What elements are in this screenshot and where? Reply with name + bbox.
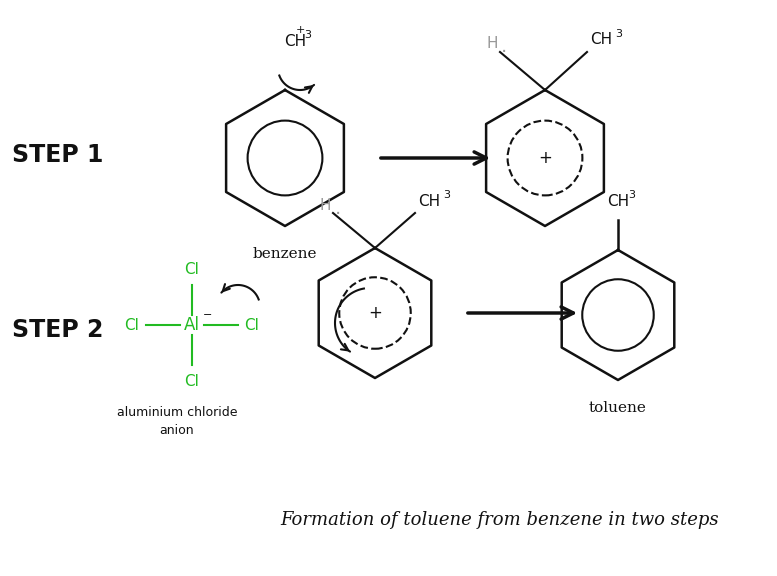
Text: CH: CH xyxy=(607,195,629,210)
Text: 3: 3 xyxy=(305,30,312,40)
Text: +: + xyxy=(295,25,305,35)
Text: +: + xyxy=(538,149,552,167)
Text: CH: CH xyxy=(418,194,440,209)
Text: Cl: Cl xyxy=(124,317,139,332)
Text: .: . xyxy=(501,37,507,56)
Text: aluminium chloride: aluminium chloride xyxy=(117,407,237,419)
Text: 3: 3 xyxy=(444,190,451,200)
Text: CH: CH xyxy=(284,35,306,50)
Text: Cl: Cl xyxy=(185,262,200,276)
Text: Cl: Cl xyxy=(245,317,260,332)
Text: STEP 1: STEP 1 xyxy=(12,143,103,167)
Text: Formation of toluene from benzene in two steps: Formation of toluene from benzene in two… xyxy=(280,511,720,529)
Text: H: H xyxy=(319,198,331,213)
Text: Cl: Cl xyxy=(185,373,200,388)
Text: STEP 2: STEP 2 xyxy=(12,318,103,342)
Text: benzene: benzene xyxy=(253,247,317,261)
Text: Al: Al xyxy=(184,316,200,334)
Text: −: − xyxy=(204,310,213,320)
Text: anion: anion xyxy=(160,425,194,438)
Text: +: + xyxy=(368,304,382,322)
Text: toluene: toluene xyxy=(589,401,647,415)
Text: CH: CH xyxy=(590,32,612,47)
Text: H: H xyxy=(486,36,498,51)
Text: 3: 3 xyxy=(629,190,636,200)
Text: 3: 3 xyxy=(615,29,622,39)
Text: .: . xyxy=(335,199,341,218)
